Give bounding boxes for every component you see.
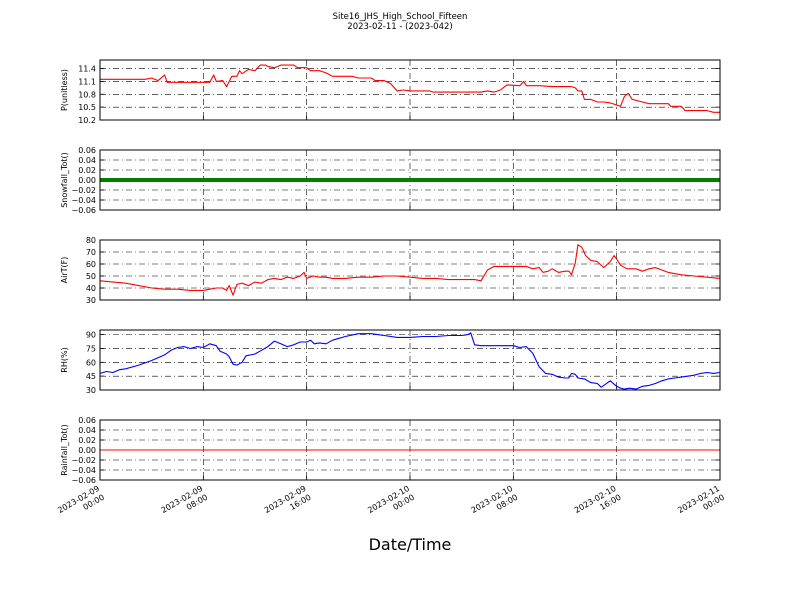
chart-title: Site16_JHS_High_School_Fifteen: [333, 12, 468, 22]
y-tick-label: 70: [86, 248, 96, 257]
x-tick-label: 2023-02-0916:00: [263, 484, 313, 524]
y-axis-label: AirT(F): [60, 257, 69, 284]
panel-frame: [99, 239, 721, 301]
y-tick-label: 10.8: [78, 90, 96, 99]
x-axis-label: Date/Time: [369, 535, 452, 554]
chart-subtitle: 2023-02-11 - (2023-042): [347, 22, 452, 32]
panel-frame: [99, 419, 721, 481]
y-tick-label: 10.2: [78, 116, 96, 125]
y-tick-label: 0.00: [78, 446, 96, 455]
y-tick-label: 0.04: [78, 426, 96, 435]
y-tick-label: 45: [86, 372, 96, 381]
series-line-rh: [99, 332, 721, 390]
y-tick-label: −0.04: [71, 196, 96, 205]
panel-frame: [99, 149, 721, 211]
x-tick-label: 2023-02-1016:00: [573, 484, 623, 524]
x-tick-labels: 2023-02-0900:00 2023-02-0908:00 2023-02-09…: [56, 484, 726, 524]
x-tick-label: 2023-02-1100:00: [676, 484, 726, 524]
y-tick-label: 11.1: [78, 77, 96, 86]
panel-rh: 90 75 60 45 30 RH(%): [60, 329, 721, 395]
x-tick-label: 2023-02-1000:00: [366, 484, 416, 524]
y-tick-label: 60: [86, 260, 96, 269]
y-tick-label: 90: [86, 331, 96, 340]
chart-panels: 11.411.110.810.510.2P(unitless)0.060.040…: [60, 59, 721, 485]
panel-frame: [99, 59, 721, 121]
y-tick-label: 80: [86, 236, 96, 245]
series-line-air_temp: [99, 244, 721, 296]
y-tick-label: 50: [86, 272, 96, 281]
panel-frame: [99, 329, 721, 391]
y-tick-label: −0.02: [71, 186, 96, 195]
y-tick-label: 30: [86, 296, 96, 305]
y-tick-label: 0.02: [78, 166, 96, 175]
x-tick-label: 2023-02-0900:00: [56, 484, 106, 524]
y-tick-label: 30: [86, 386, 96, 395]
y-tick-label: 75: [86, 344, 96, 353]
y-tick-label: 40: [86, 284, 96, 293]
panel-air_temp: 80 70 60 50 40 30 AirT(F): [60, 236, 721, 305]
y-axis-label: Rainfall_Tot(): [60, 424, 69, 476]
panel-snowfall: 0.060.040.020.00−0.02−0.04−0.06Snowfall_…: [60, 146, 721, 215]
y-tick-label: 60: [86, 358, 96, 367]
y-tick-label: 10.5: [78, 103, 96, 112]
y-tick-label: 0.02: [78, 436, 96, 445]
y-tick-label: −0.06: [71, 476, 96, 485]
x-tick-label: 2023-02-1008:00: [470, 484, 520, 524]
y-tick-label: −0.06: [71, 206, 96, 215]
y-tick-label: −0.04: [71, 466, 96, 475]
series-line-pressure: [100, 64, 720, 113]
y-axis-label: RH(%): [60, 347, 69, 372]
y-tick-label: 0.06: [78, 146, 96, 155]
y-tick-label: −0.02: [71, 456, 96, 465]
x-tick-label: 2023-02-0908:00: [160, 484, 210, 524]
y-axis-label: P(unitless): [60, 69, 69, 111]
y-tick-label: 0.04: [78, 156, 96, 165]
panel-pressure: 11.4 11.1 10.8 10.5 10.2 P(unitless): [60, 59, 721, 125]
y-axis-label: Snowfall_Tot(): [60, 152, 69, 208]
y-tick-label: 0.00: [78, 176, 96, 185]
y-tick-label: 0.06: [78, 416, 96, 425]
panel-rainfall: 0.060.040.020.00−0.02−0.04−0.06Rainfall_…: [60, 416, 721, 485]
y-tick-label: 11.4: [78, 65, 96, 74]
